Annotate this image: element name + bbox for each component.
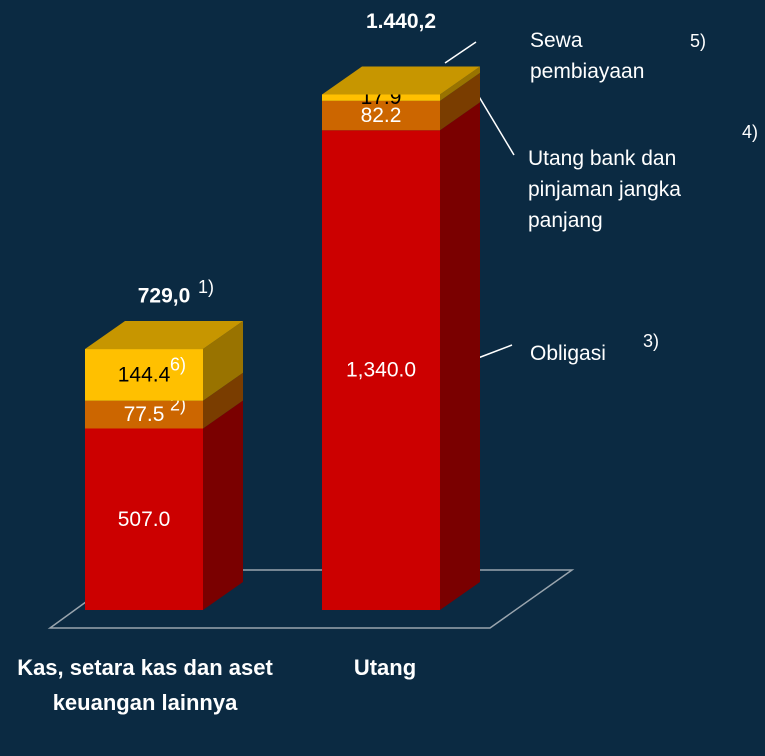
value-note: 6) xyxy=(170,355,186,375)
series-note: 5) xyxy=(690,31,706,51)
bar-segment-side xyxy=(440,72,480,131)
leader-line xyxy=(477,344,513,359)
bar-segment xyxy=(85,400,203,429)
leader-line xyxy=(444,41,477,64)
total-note: 1) xyxy=(198,277,214,297)
series-note: 4) xyxy=(742,122,758,142)
total-label: 1.440,2 xyxy=(366,10,436,33)
bar-segment-side xyxy=(440,66,480,101)
total-label: 729,0 xyxy=(138,285,191,308)
bar-top xyxy=(85,321,243,350)
bar-segment xyxy=(85,428,203,610)
category-label: Utang xyxy=(353,655,417,680)
bar-segment xyxy=(322,100,440,131)
bar-segment xyxy=(322,94,440,101)
bar-segment-side xyxy=(203,372,243,429)
series-label: Sewa pembiayaan xyxy=(530,29,645,83)
value-label: 507.0 xyxy=(118,508,171,531)
series-label: Obligasi xyxy=(530,342,606,365)
leader-line xyxy=(477,94,515,156)
series-note: 3) xyxy=(643,331,659,351)
value-label: 144.4 xyxy=(118,363,171,386)
bar-top xyxy=(322,66,480,95)
bar-segment-side xyxy=(440,102,480,610)
bar-segment-side xyxy=(203,321,243,401)
value-label: 77.5 xyxy=(124,403,165,426)
series-label: Utang bank dan pinjaman jangka panjang xyxy=(528,147,681,232)
bar-segment xyxy=(85,349,203,401)
bar-segment xyxy=(322,130,440,610)
value-label: 1,340.0 xyxy=(346,359,416,382)
value-label: 82.2 xyxy=(361,104,402,127)
category-label: Kas, setara kas dan aset keuangan lainny… xyxy=(17,655,273,715)
bar-segment-side xyxy=(203,400,243,610)
